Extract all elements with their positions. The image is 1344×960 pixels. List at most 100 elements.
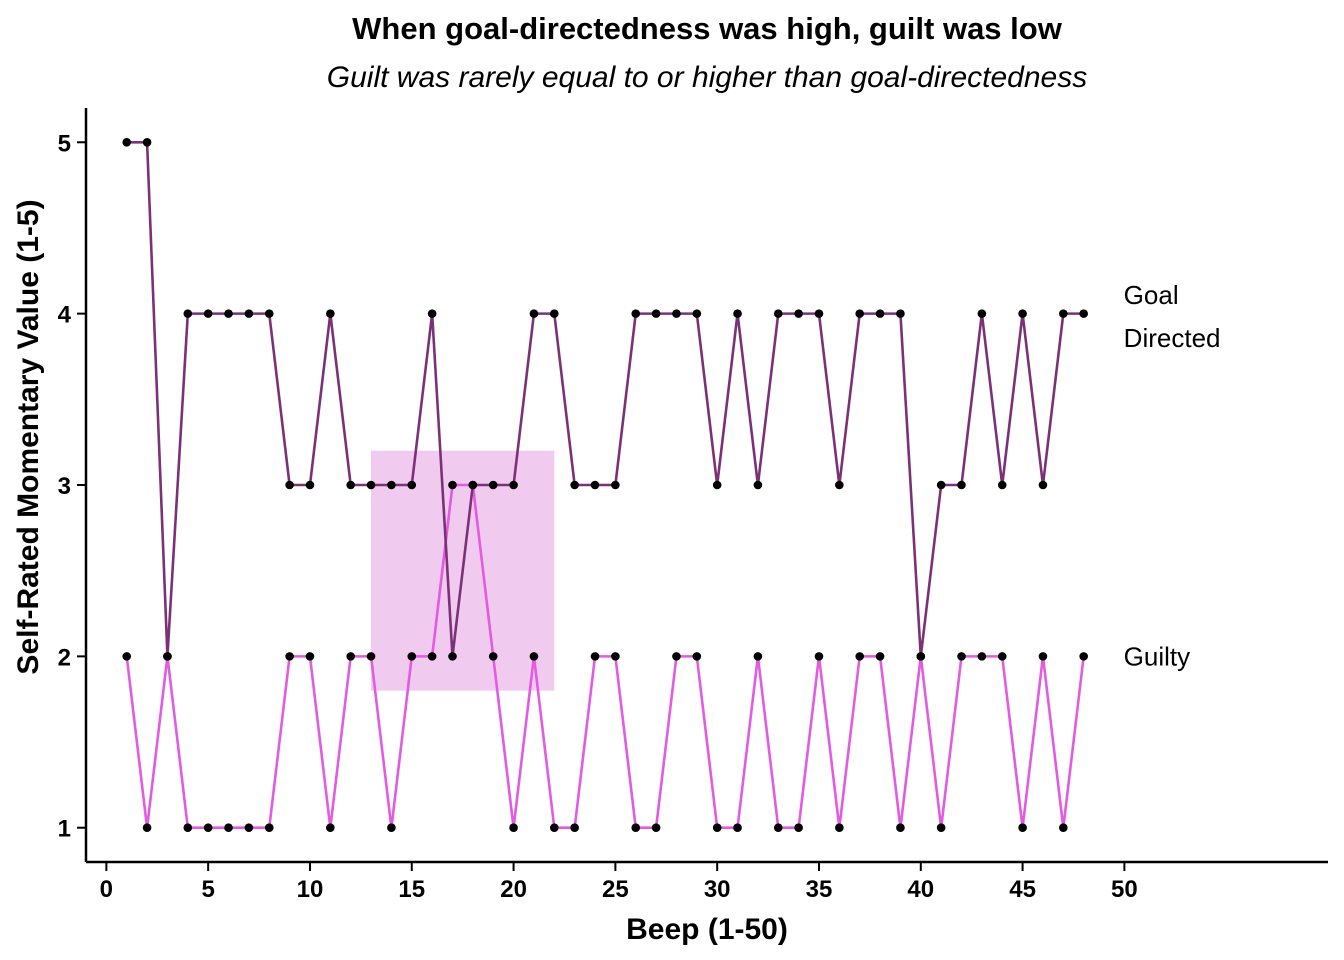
x-tick-label: 25 bbox=[602, 876, 629, 903]
data-point-goal-directed bbox=[672, 309, 681, 318]
data-point-goal-directed bbox=[427, 309, 437, 318]
data-point-goal-directed bbox=[733, 309, 742, 318]
x-tick-label: 35 bbox=[806, 876, 833, 903]
data-point-guilty bbox=[936, 823, 946, 833]
y-tick-label: 1 bbox=[58, 816, 71, 843]
data-point-goal-directed bbox=[957, 480, 966, 490]
data-point-goal-directed bbox=[855, 309, 865, 318]
data-point-guilty bbox=[590, 652, 600, 661]
series-label-guilty: Guilty bbox=[1124, 641, 1190, 671]
data-point-goal-directed bbox=[936, 480, 946, 490]
data-point-goal-directed bbox=[1038, 480, 1048, 490]
data-point-goal-directed bbox=[122, 137, 132, 147]
data-point-goal-directed bbox=[224, 309, 233, 318]
data-point-guilty bbox=[875, 652, 885, 661]
data-point-guilty bbox=[244, 823, 254, 833]
data-point-guilty bbox=[733, 823, 742, 833]
data-point-guilty bbox=[957, 652, 966, 661]
data-point-goal-directed bbox=[875, 309, 885, 318]
y-tick-label: 2 bbox=[58, 644, 71, 671]
data-point-goal-directed bbox=[977, 309, 987, 318]
data-point-goal-directed bbox=[611, 480, 620, 490]
data-point-guilty bbox=[163, 652, 172, 661]
x-tick-label: 50 bbox=[1111, 876, 1138, 903]
data-point-goal-directed bbox=[183, 309, 193, 318]
data-point-guilty bbox=[488, 652, 498, 661]
data-point-goal-directed bbox=[509, 480, 518, 490]
data-point-goal-directed bbox=[366, 480, 376, 490]
data-point-goal-directed bbox=[244, 309, 254, 318]
data-point-goal-directed bbox=[997, 480, 1007, 490]
data-point-guilty bbox=[387, 823, 396, 833]
data-point-guilty bbox=[366, 652, 376, 661]
data-point-guilty bbox=[468, 480, 478, 490]
data-point-guilty bbox=[896, 823, 905, 833]
data-point-goal-directed bbox=[753, 480, 763, 490]
data-point-goal-directed bbox=[773, 309, 783, 318]
data-point-goal-directed bbox=[203, 309, 213, 318]
data-point-goal-directed bbox=[712, 480, 722, 490]
data-point-guilty bbox=[916, 652, 926, 661]
y-tick-label: 3 bbox=[58, 473, 71, 500]
data-point-guilty bbox=[183, 823, 193, 833]
data-point-goal-directed bbox=[590, 480, 600, 490]
y-tick-label: 4 bbox=[58, 302, 72, 329]
data-point-goal-directed bbox=[529, 309, 539, 318]
data-point-goal-directed bbox=[570, 480, 579, 490]
data-point-goal-directed bbox=[387, 480, 396, 490]
y-tick-label: 5 bbox=[58, 130, 71, 157]
data-point-guilty bbox=[346, 652, 355, 661]
data-point-guilty bbox=[305, 652, 315, 661]
data-point-goal-directed bbox=[407, 480, 417, 490]
x-tick-label: 20 bbox=[500, 876, 527, 903]
data-point-guilty bbox=[773, 823, 783, 833]
x-tick-label: 45 bbox=[1009, 876, 1036, 903]
data-point-guilty bbox=[835, 823, 844, 833]
chart-subtitle: Guilt was rarely equal to or higher than… bbox=[327, 61, 1087, 94]
data-point-goal-directed bbox=[1018, 309, 1027, 318]
data-point-guilty bbox=[631, 823, 641, 833]
data-point-guilty bbox=[1018, 823, 1027, 833]
data-point-guilty bbox=[570, 823, 579, 833]
data-point-guilty bbox=[427, 652, 437, 661]
data-point-guilty bbox=[794, 823, 803, 833]
data-point-guilty bbox=[1059, 823, 1068, 833]
data-point-guilty bbox=[712, 823, 722, 833]
data-point-goal-directed bbox=[814, 309, 824, 318]
data-point-goal-directed bbox=[448, 652, 457, 661]
data-point-guilty bbox=[611, 652, 620, 661]
data-point-goal-directed bbox=[142, 137, 152, 147]
data-point-goal-directed bbox=[794, 309, 803, 318]
data-point-goal-directed bbox=[896, 309, 905, 318]
x-tick-label: 40 bbox=[907, 876, 934, 903]
data-point-guilty bbox=[549, 823, 559, 833]
x-tick-label: 10 bbox=[297, 876, 324, 903]
x-tick-label: 30 bbox=[704, 876, 731, 903]
data-point-guilty bbox=[224, 823, 233, 833]
data-point-guilty bbox=[529, 652, 539, 661]
data-point-guilty bbox=[814, 652, 824, 661]
plot-area: 0 5 10 15 20 25 30 35 40 45 5012345GoalDirectedGui… bbox=[58, 108, 1328, 903]
data-point-goal-directed bbox=[631, 309, 641, 318]
data-point-guilty bbox=[651, 823, 661, 833]
series-label-goal-directed: Directed bbox=[1124, 323, 1221, 353]
data-point-guilty bbox=[142, 823, 152, 833]
data-point-guilty bbox=[122, 652, 132, 661]
data-point-guilty bbox=[264, 823, 274, 833]
data-point-guilty bbox=[977, 652, 987, 661]
x-tick-label: 15 bbox=[398, 876, 425, 903]
data-point-goal-directed bbox=[326, 309, 335, 318]
data-point-goal-directed bbox=[651, 309, 661, 318]
data-point-guilty bbox=[326, 823, 335, 833]
data-point-goal-directed bbox=[285, 480, 294, 490]
data-point-guilty bbox=[448, 480, 457, 490]
data-point-goal-directed bbox=[264, 309, 274, 318]
data-point-goal-directed bbox=[346, 480, 355, 490]
series-label-goal-directed: Goal bbox=[1124, 280, 1179, 310]
data-point-goal-directed bbox=[549, 309, 559, 318]
chart-title: When goal-directedness was high, guilt w… bbox=[352, 11, 1063, 46]
data-point-guilty bbox=[509, 823, 518, 833]
data-point-guilty bbox=[997, 652, 1007, 661]
x-axis-title: Beep (1-50) bbox=[626, 913, 788, 946]
